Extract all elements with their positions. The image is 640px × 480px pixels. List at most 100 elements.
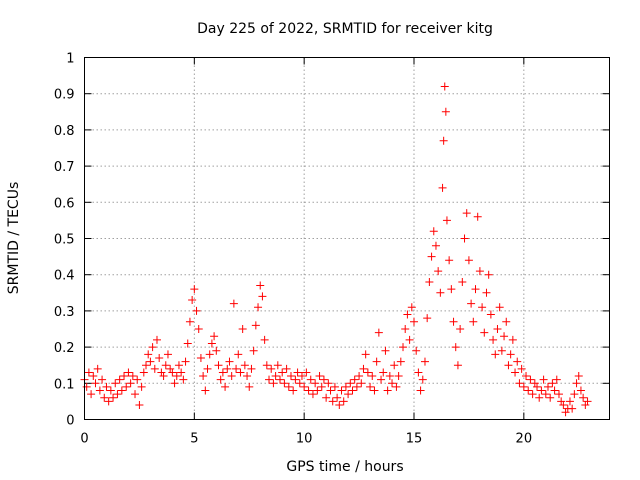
data-point — [238, 325, 247, 333]
data-point — [308, 390, 317, 399]
data-point — [166, 364, 175, 373]
data-point — [451, 343, 460, 352]
data-point — [207, 339, 216, 348]
data-point — [511, 368, 520, 377]
data-point — [269, 379, 278, 388]
data-point — [392, 382, 401, 391]
data-point — [227, 372, 236, 381]
y-tick-label: 0.9 — [54, 88, 75, 103]
data-point — [574, 372, 583, 381]
data-point — [214, 361, 223, 370]
data-point — [216, 375, 225, 384]
y-tick-label: 0.5 — [54, 233, 75, 248]
x-tick-label: 5 — [190, 432, 198, 447]
data-point — [473, 212, 482, 221]
data-point — [348, 386, 357, 395]
data-point — [333, 393, 342, 402]
grid-lines — [84, 57, 610, 420]
data-point — [383, 386, 392, 395]
data-point — [188, 296, 197, 305]
data-point — [570, 390, 579, 399]
data-point — [106, 386, 115, 395]
data-point — [530, 379, 539, 388]
data-point — [524, 386, 533, 395]
y-tick-label: 0 — [66, 414, 74, 429]
data-point — [442, 216, 451, 225]
data-point — [328, 397, 337, 406]
data-point — [546, 393, 555, 402]
data-point — [374, 328, 383, 337]
data-point — [194, 325, 203, 333]
data-point — [109, 393, 118, 402]
data-point — [172, 372, 181, 381]
data-point — [229, 299, 238, 308]
data-point — [484, 270, 493, 279]
data-point — [199, 372, 208, 381]
data-point — [254, 303, 263, 312]
data-point — [326, 386, 335, 395]
data-point — [359, 364, 368, 373]
data-point — [440, 82, 449, 91]
data-point — [535, 393, 544, 402]
data-point — [177, 368, 186, 377]
data-point — [363, 368, 372, 377]
data-point — [447, 285, 456, 294]
data-point — [210, 332, 219, 341]
data-point — [561, 408, 570, 417]
data-point — [324, 379, 333, 388]
data-point — [377, 375, 386, 384]
data-point — [357, 379, 366, 388]
data-point — [289, 386, 298, 395]
data-point — [495, 303, 504, 312]
data-point — [306, 375, 315, 384]
data-point — [500, 332, 509, 341]
data-point — [203, 364, 212, 373]
data-point — [170, 379, 179, 388]
data-point — [225, 357, 234, 366]
data-point — [456, 325, 465, 333]
data-point — [370, 386, 379, 395]
data-point — [267, 364, 276, 373]
data-point — [453, 361, 462, 370]
data-point — [583, 397, 592, 406]
data-point — [196, 353, 205, 362]
data-point — [486, 310, 495, 319]
data-point — [278, 368, 287, 377]
data-point — [212, 346, 221, 355]
data-point — [104, 397, 113, 406]
data-point — [276, 375, 285, 384]
data-point — [234, 350, 243, 359]
data-point — [506, 350, 515, 359]
y-tick-label: 1 — [66, 52, 74, 67]
data-point — [133, 375, 142, 384]
data-point — [439, 136, 448, 145]
data-point — [405, 335, 414, 344]
data-point — [240, 361, 249, 370]
data-point — [489, 335, 498, 344]
data-point — [480, 328, 489, 337]
data-point — [84, 368, 93, 377]
data-point — [390, 361, 399, 370]
x-axis-label: GPS time / hours — [286, 459, 403, 475]
data-point — [438, 183, 447, 192]
data-point — [581, 401, 590, 410]
data-point — [409, 317, 418, 326]
data-point — [190, 285, 199, 294]
data-point — [223, 364, 232, 373]
data-point — [286, 372, 295, 381]
data-point — [218, 368, 227, 377]
data-point — [550, 386, 559, 395]
data-point — [317, 382, 326, 391]
data-point — [469, 317, 478, 326]
data-point — [572, 379, 581, 388]
data-point — [271, 372, 280, 381]
data-point — [471, 285, 480, 294]
data-point — [576, 386, 585, 395]
data-point — [157, 368, 166, 377]
data-point — [352, 382, 361, 391]
data-point — [508, 335, 517, 344]
y-tick-label: 0.3 — [54, 305, 75, 320]
data-point — [497, 346, 506, 355]
data-point — [161, 361, 170, 370]
data-point — [533, 382, 542, 391]
